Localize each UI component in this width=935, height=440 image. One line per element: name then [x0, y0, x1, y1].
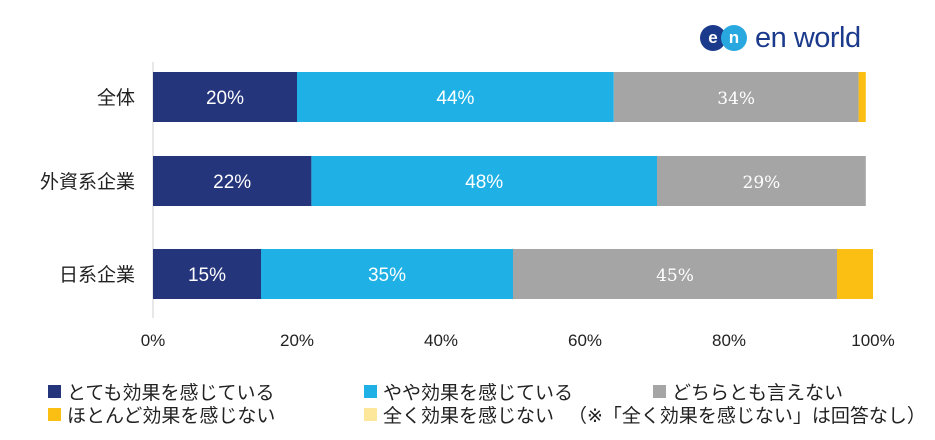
bar-segment — [311, 156, 657, 206]
data-label: 15% — [188, 265, 226, 286]
data-label: 22% — [213, 172, 251, 193]
data-label: 20% — [206, 88, 244, 109]
stacked-bar-chart: 全体 20% 44% 34% 外資系企業 22% 48% 29% 日系企業 15% 35% 45% 0%… — [40, 62, 895, 350]
x-tick-label: 80% — [712, 331, 746, 350]
bar-segment — [858, 72, 866, 122]
category-label: 外資系企業 — [40, 171, 135, 193]
data-label: 34% — [717, 89, 755, 109]
legend-label: 全く効果を感じない — [383, 405, 555, 427]
x-tick-label: 0% — [141, 331, 166, 350]
category-label: 日系企業 — [59, 264, 135, 286]
bar-segment — [153, 156, 312, 206]
x-tick-label: 60% — [568, 331, 602, 350]
legend-item: やや効果を感じている — [364, 378, 573, 405]
x-tick-label: 20% — [280, 331, 314, 350]
legend-label: やや効果を感じている — [383, 382, 574, 404]
legend-item: 全く効果を感じない — [364, 401, 554, 428]
bar-segment — [153, 72, 297, 122]
legend-item: ほとんど効果を感じない — [48, 401, 275, 428]
data-label: 45% — [656, 266, 694, 286]
bar-segment — [297, 72, 614, 122]
legend-label: とても効果を感じている — [67, 382, 275, 404]
legend-label: ほとんど効果を感じない — [67, 405, 276, 427]
legend-swatch — [653, 385, 666, 398]
bar-segment — [261, 249, 513, 299]
bar-segment — [153, 249, 261, 299]
legend-swatch — [364, 385, 377, 398]
legend-item: どちらとも言えない — [653, 378, 843, 405]
bar-segment — [613, 72, 859, 122]
en-logo-badge: e n — [700, 25, 747, 51]
data-label: 29% — [743, 173, 781, 193]
en-world-logo: e n en world — [700, 20, 861, 56]
data-label: 35% — [368, 265, 406, 286]
chart-legend: とても効果を感じている やや効果を感じている どちらとも言えないほとんど効果を感じな… — [48, 378, 928, 434]
legend-swatch — [48, 385, 61, 398]
category-label: 全体 — [97, 87, 135, 109]
legend-note: （※「全く効果を感じない」は回答なし） — [568, 405, 926, 427]
bar-segment — [513, 249, 837, 299]
data-label: 44% — [436, 88, 474, 109]
logo-text: en world — [755, 21, 861, 54]
legend-swatch — [364, 408, 377, 421]
x-tick-label: 40% — [424, 331, 458, 350]
bar-segment — [837, 249, 873, 299]
legend-swatch — [48, 408, 61, 421]
legend-item: とても効果を感じている — [48, 378, 274, 405]
legend-label: どちらとも言えない — [672, 382, 844, 404]
logo-badge-n: n — [721, 25, 747, 51]
bar-segment — [657, 156, 866, 206]
data-label: 48% — [465, 172, 503, 193]
x-tick-label: 100% — [851, 331, 894, 350]
